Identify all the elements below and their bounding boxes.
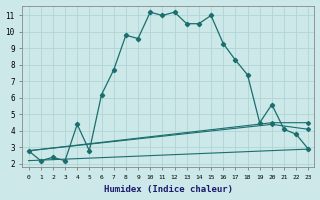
X-axis label: Humidex (Indice chaleur): Humidex (Indice chaleur) xyxy=(104,185,233,194)
